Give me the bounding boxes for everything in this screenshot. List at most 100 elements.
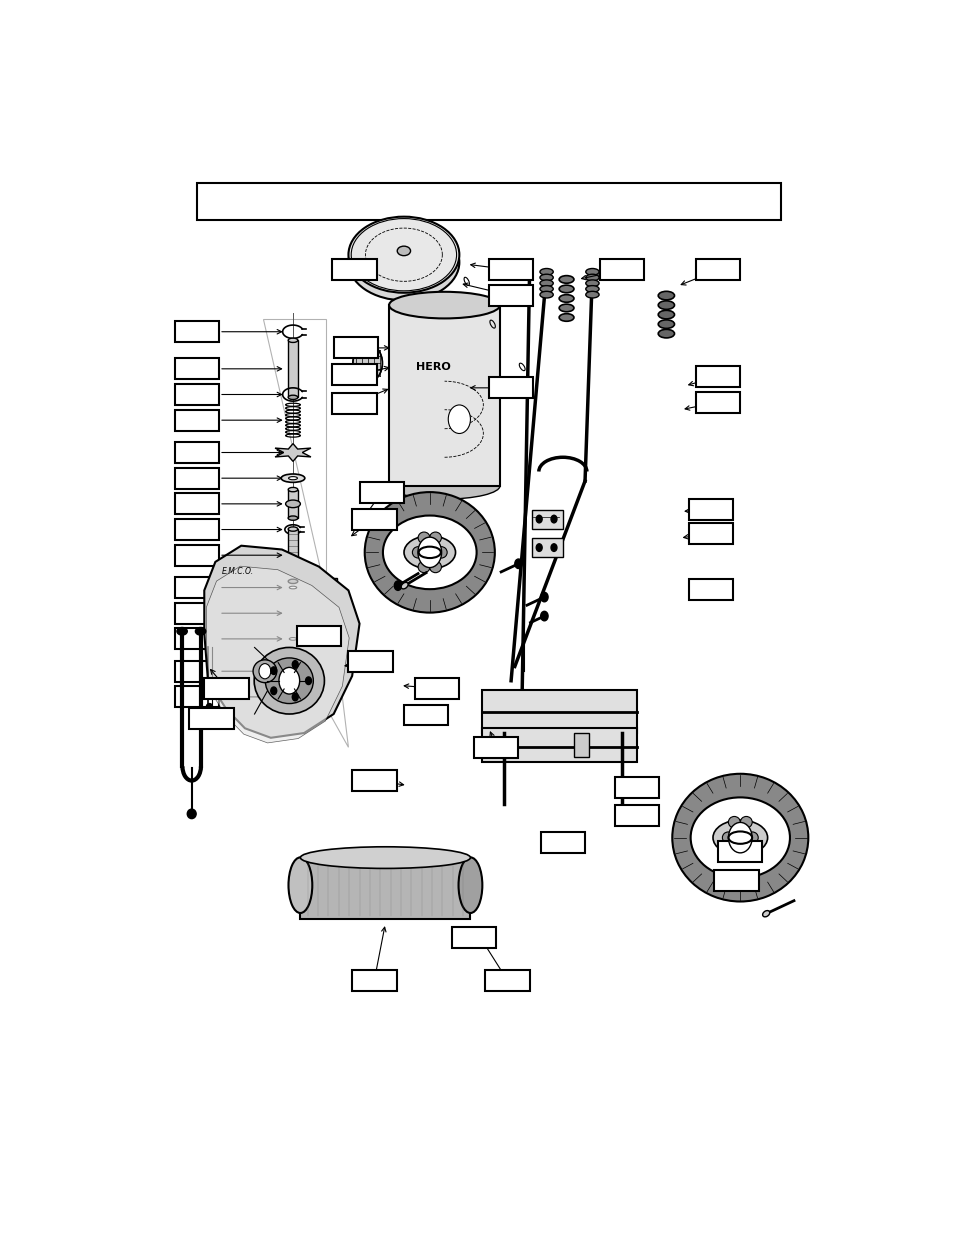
Circle shape xyxy=(728,823,751,853)
Polygon shape xyxy=(263,320,326,595)
Bar xyxy=(485,969,529,990)
Ellipse shape xyxy=(389,291,499,319)
Polygon shape xyxy=(300,857,470,919)
Bar xyxy=(174,442,219,463)
Bar xyxy=(614,805,659,826)
Bar xyxy=(415,678,459,699)
Ellipse shape xyxy=(282,682,303,689)
Ellipse shape xyxy=(353,345,382,382)
Circle shape xyxy=(551,543,557,551)
Bar xyxy=(540,832,584,853)
Polygon shape xyxy=(286,647,299,653)
Bar xyxy=(696,259,740,280)
Circle shape xyxy=(448,405,470,433)
Circle shape xyxy=(540,593,547,601)
Text: HERO: HERO xyxy=(416,362,451,372)
Bar xyxy=(481,729,636,762)
Circle shape xyxy=(540,611,547,621)
Ellipse shape xyxy=(281,635,304,642)
Circle shape xyxy=(278,667,299,694)
Ellipse shape xyxy=(265,658,313,704)
Polygon shape xyxy=(531,538,562,557)
Bar xyxy=(332,393,376,414)
Ellipse shape xyxy=(396,246,410,256)
Bar xyxy=(174,629,219,650)
Ellipse shape xyxy=(585,291,598,298)
Ellipse shape xyxy=(658,301,674,310)
Ellipse shape xyxy=(253,647,324,714)
Bar xyxy=(196,183,781,220)
Ellipse shape xyxy=(740,816,751,827)
Bar xyxy=(174,687,219,708)
Circle shape xyxy=(305,677,311,684)
Bar xyxy=(599,259,643,280)
Ellipse shape xyxy=(712,820,767,855)
Ellipse shape xyxy=(539,280,553,287)
Ellipse shape xyxy=(288,527,297,531)
Ellipse shape xyxy=(745,832,758,844)
Ellipse shape xyxy=(658,310,674,319)
Bar xyxy=(474,737,518,758)
Bar xyxy=(574,734,588,757)
Polygon shape xyxy=(274,443,311,462)
Circle shape xyxy=(551,515,557,522)
Ellipse shape xyxy=(348,225,459,300)
Ellipse shape xyxy=(300,847,470,868)
Ellipse shape xyxy=(585,285,598,293)
Bar xyxy=(614,777,659,798)
Ellipse shape xyxy=(288,395,297,399)
Ellipse shape xyxy=(389,473,499,499)
Bar xyxy=(174,494,219,514)
Bar xyxy=(288,529,297,582)
Bar xyxy=(359,482,403,503)
Ellipse shape xyxy=(281,583,305,592)
Bar xyxy=(174,468,219,489)
Ellipse shape xyxy=(253,659,276,683)
Bar xyxy=(190,709,233,729)
Bar xyxy=(174,545,219,566)
Ellipse shape xyxy=(412,547,424,558)
Bar xyxy=(332,259,376,280)
Ellipse shape xyxy=(206,704,213,709)
Ellipse shape xyxy=(288,477,297,479)
Bar xyxy=(488,285,533,306)
Bar xyxy=(308,578,337,609)
Ellipse shape xyxy=(403,536,456,569)
Ellipse shape xyxy=(721,832,734,844)
Ellipse shape xyxy=(539,285,553,293)
Ellipse shape xyxy=(417,532,430,543)
Bar xyxy=(403,704,448,725)
Circle shape xyxy=(417,537,441,568)
Ellipse shape xyxy=(288,857,312,913)
Ellipse shape xyxy=(558,314,574,321)
Bar xyxy=(688,499,732,520)
Bar xyxy=(352,509,396,530)
Ellipse shape xyxy=(728,847,740,858)
Bar xyxy=(288,489,297,519)
Bar xyxy=(389,305,499,485)
Bar xyxy=(488,259,533,280)
Bar xyxy=(452,927,496,948)
Ellipse shape xyxy=(761,910,769,916)
Ellipse shape xyxy=(290,684,295,687)
Ellipse shape xyxy=(435,547,447,558)
Circle shape xyxy=(536,515,541,522)
Ellipse shape xyxy=(348,216,459,293)
Polygon shape xyxy=(204,546,359,737)
Bar xyxy=(288,341,297,398)
Ellipse shape xyxy=(740,847,751,858)
Circle shape xyxy=(515,559,521,568)
Polygon shape xyxy=(481,690,637,734)
Bar xyxy=(174,519,219,540)
Ellipse shape xyxy=(288,488,297,492)
Ellipse shape xyxy=(289,587,296,589)
Polygon shape xyxy=(531,510,562,529)
Circle shape xyxy=(536,543,541,551)
Circle shape xyxy=(292,661,298,668)
Ellipse shape xyxy=(658,291,674,300)
Bar xyxy=(174,384,219,405)
Ellipse shape xyxy=(539,291,553,298)
Circle shape xyxy=(292,693,298,700)
Bar xyxy=(174,410,219,431)
Ellipse shape xyxy=(539,274,553,280)
